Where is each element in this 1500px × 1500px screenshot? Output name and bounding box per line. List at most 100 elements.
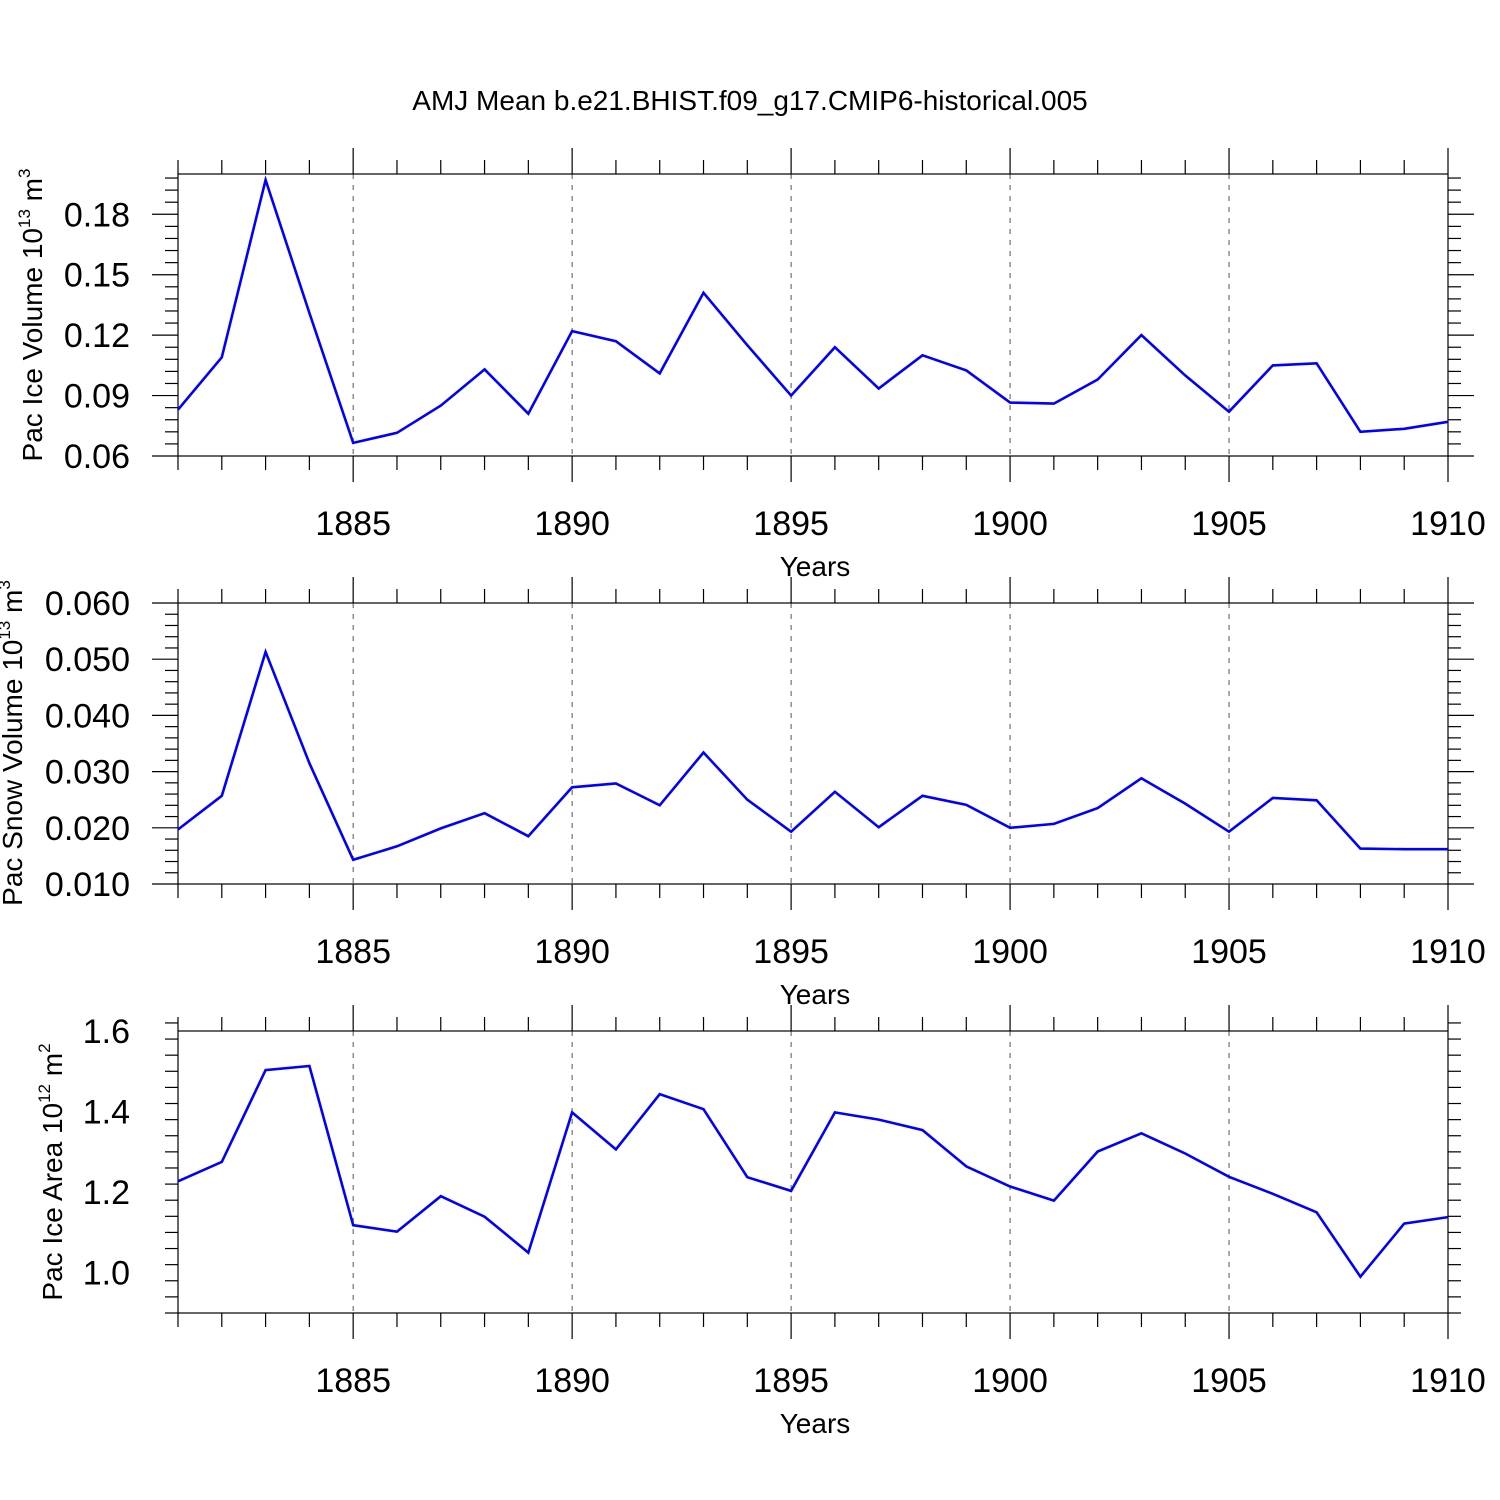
data-point xyxy=(1183,373,1187,377)
data-point xyxy=(658,371,662,375)
data-point xyxy=(395,431,399,435)
data-point xyxy=(1008,401,1012,405)
data-point xyxy=(1139,1131,1143,1135)
data-point xyxy=(1315,1210,1319,1214)
data-point xyxy=(1052,402,1056,406)
data-point xyxy=(351,858,355,862)
data-point xyxy=(307,761,311,765)
y-tick-label: 0.09 xyxy=(64,378,130,416)
data-point xyxy=(264,1068,268,1072)
y-tick-label: 0.06 xyxy=(64,438,130,476)
data-point xyxy=(1358,1275,1362,1279)
y-axis-label: Pac Snow Volume 1013 m3 xyxy=(0,580,28,906)
data-point xyxy=(307,311,311,315)
data-point xyxy=(1446,847,1450,851)
data-point xyxy=(264,178,268,182)
y-tick-label: 1.0 xyxy=(83,1255,130,1293)
x-tick-label: 1895 xyxy=(753,505,829,543)
data-point xyxy=(614,781,618,785)
data-point xyxy=(702,750,706,754)
data-point xyxy=(1096,1149,1100,1153)
data-point xyxy=(964,1164,968,1168)
data-point xyxy=(176,1179,180,1183)
data-point xyxy=(964,368,968,372)
data-point xyxy=(1139,333,1143,337)
x-tick-label: 1905 xyxy=(1191,933,1267,971)
data-point xyxy=(1227,410,1231,414)
y-tick-label: 1.6 xyxy=(83,1013,130,1051)
data-point xyxy=(1052,1199,1056,1203)
data-point xyxy=(264,650,268,654)
data-point xyxy=(702,1107,706,1111)
data-point xyxy=(176,827,180,831)
x-tick-label: 1910 xyxy=(1410,505,1486,543)
data-point xyxy=(1139,776,1143,780)
y-tick-label: 0.060 xyxy=(45,585,130,623)
data-point xyxy=(877,825,881,829)
data-point xyxy=(614,1147,618,1151)
data-point xyxy=(920,353,924,357)
y-tick-label: 0.030 xyxy=(45,754,130,792)
data-point xyxy=(745,343,749,347)
data-point xyxy=(658,803,662,807)
data-point xyxy=(1358,430,1362,434)
y-axis-label: Pac Ice Area 1012 m2 xyxy=(35,1043,68,1300)
data-point xyxy=(658,1092,662,1096)
x-tick-label: 1895 xyxy=(753,1362,829,1400)
y-tick-label: 0.15 xyxy=(64,257,130,295)
y-tick-label: 0.12 xyxy=(64,317,130,355)
data-point xyxy=(1096,377,1100,381)
data-point xyxy=(307,1064,311,1068)
data-point xyxy=(439,1194,443,1198)
data-point xyxy=(570,329,574,333)
data-point xyxy=(1446,1215,1450,1219)
data-point xyxy=(920,1128,924,1132)
panel-ice-volume: 1885 1890 1895 1900 1905 1910 Years 0.06 0.09 0.1… xyxy=(15,148,1486,582)
y-tick-label: 0.050 xyxy=(45,641,130,679)
data-point xyxy=(1271,1192,1275,1196)
data-point xyxy=(1052,822,1056,826)
plot-frame xyxy=(177,1030,1449,1314)
x-axis-label: Years xyxy=(780,1408,851,1439)
data-point xyxy=(964,803,968,807)
x-tick-label: 1905 xyxy=(1191,1362,1267,1400)
data-point xyxy=(745,1175,749,1179)
data-point xyxy=(1315,361,1319,365)
data-point xyxy=(351,441,355,445)
data-point xyxy=(439,404,443,408)
data-point xyxy=(570,785,574,789)
data-point xyxy=(176,408,180,412)
x-axis-label: Years xyxy=(780,979,851,1010)
x-tick-label: 1885 xyxy=(315,1362,391,1400)
x-tick-label: 1890 xyxy=(534,505,610,543)
data-point xyxy=(1008,826,1012,830)
data-point xyxy=(439,826,443,830)
series-line xyxy=(177,647,1448,862)
data-point xyxy=(702,291,706,295)
data-point xyxy=(526,834,530,838)
data-point xyxy=(1315,798,1319,802)
x-axis-label: Years xyxy=(780,551,851,582)
series-line xyxy=(177,1064,1449,1279)
data-point xyxy=(483,811,487,815)
data-point xyxy=(570,1110,574,1114)
data-point xyxy=(877,387,881,391)
data-point xyxy=(1183,1151,1187,1155)
panel-snow-volume: 1885 1890 1895 1900 1905 1910 Years 0.010 0.020 0… xyxy=(0,577,1486,1010)
data-point xyxy=(789,394,793,398)
data-point xyxy=(920,794,924,798)
y-tick-label: 0.18 xyxy=(64,196,130,234)
x-tick-label: 1890 xyxy=(534,933,610,971)
data-point xyxy=(395,844,399,848)
y-tick-label: 0.020 xyxy=(45,810,130,848)
y-tick-label: 1.2 xyxy=(83,1174,130,1212)
data-point xyxy=(789,830,793,834)
x-tick-label: 1910 xyxy=(1410,1362,1486,1400)
data-point xyxy=(1227,830,1231,834)
plot-frame xyxy=(177,173,1449,457)
x-tick-label: 1900 xyxy=(972,933,1048,971)
data-point xyxy=(833,1110,837,1114)
data-point xyxy=(1271,363,1275,367)
data-point xyxy=(395,1230,399,1234)
y-tick-label: 0.010 xyxy=(45,866,130,904)
